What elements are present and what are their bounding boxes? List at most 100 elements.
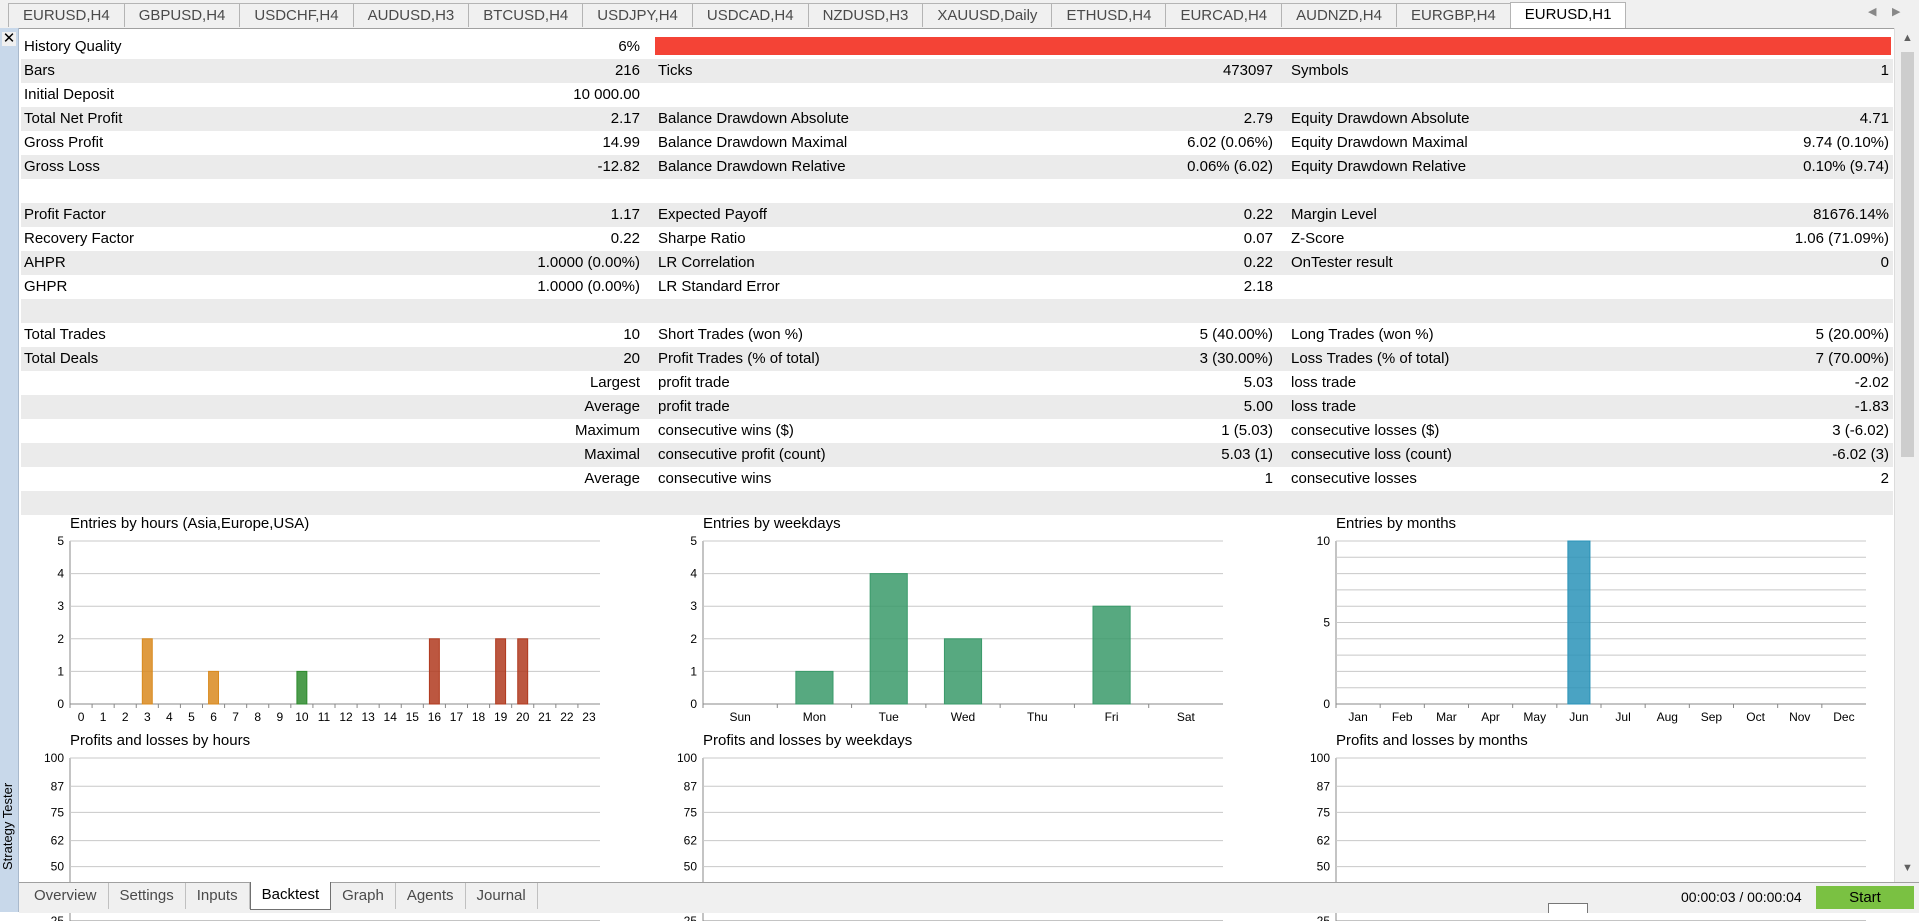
symbol-tab[interactable]: EURCAD,H4 (1165, 3, 1283, 27)
report-row: Bars 216 Ticks 473097 Symbols 1 (21, 59, 1893, 83)
bar (428, 638, 440, 705)
x-tick-label: Sep (1701, 710, 1723, 724)
label-col1: Total Net Profit (24, 110, 123, 127)
bar (296, 670, 308, 705)
chart-2: Entries by months 0 5 10 Jan Feb Mar Apr May Jun J… (1317, 515, 1866, 724)
value-col2: 0.22 (1243, 254, 1273, 271)
label-col3: Equity Drawdown Maximal (1291, 134, 1468, 151)
value-col3: 4.71 (1859, 110, 1889, 127)
y-tick-label: 2 (57, 632, 64, 646)
bar (208, 670, 220, 705)
value-col1: 14.99 (602, 134, 640, 151)
chevron-left-icon[interactable]: ◀ (1868, 6, 1877, 18)
value-col2: 0.06% (6.02) (1187, 158, 1273, 175)
tab-overview[interactable]: Overview (23, 883, 109, 909)
label-col3: loss trade (1291, 398, 1357, 415)
x-tick-label: 10 (295, 710, 309, 724)
symbol-tab[interactable]: AUDNZD,H4 (1281, 3, 1397, 27)
x-tick-label: Thu (1027, 710, 1048, 724)
x-tick-label: Tue (879, 710, 900, 724)
tab-agents[interactable]: Agents (396, 883, 466, 909)
symbol-tab[interactable]: XAUUSD,Daily (922, 3, 1053, 27)
chevron-right-icon[interactable]: ▶ (1892, 6, 1901, 18)
x-tick-label: May (1523, 710, 1546, 724)
label-col1: GHPR (24, 278, 68, 295)
value-col2: 0.07 (1243, 230, 1273, 247)
value-col2: 473097 (1222, 62, 1273, 79)
label-col1: Total Deals (24, 350, 99, 367)
bar (869, 573, 908, 705)
history-quality-bar (655, 37, 1891, 55)
start-button[interactable]: Start (1816, 886, 1914, 909)
label-col2: LR Correlation (658, 254, 755, 271)
report-row: Profit Factor 1.17 Expected Payoff 0.22 Marg… (21, 203, 1893, 227)
symbol-tab[interactable]: GBPUSD,H4 (123, 3, 241, 27)
report-row: Total Net Profit 2.17 Balance Drawdown Abs… (21, 107, 1893, 131)
x-tick-label: 16 (428, 710, 442, 724)
x-tick-label: Oct (1746, 710, 1765, 724)
label-col3: Z-Score (1291, 230, 1345, 247)
report-separator (21, 491, 1893, 515)
y-tick-label: 0 (57, 697, 64, 711)
backtest-report: History Quality 6% Bars 216 Ticks 473097 Sym… (21, 35, 1893, 515)
label-col3: consecutive losses (1291, 470, 1417, 487)
symbol-tab[interactable]: NZDUSD,H3 (807, 3, 924, 27)
y-tick-label: 100 (44, 751, 64, 765)
chart-title: Entries by weekdays (703, 515, 841, 532)
value-col3: 0 (1880, 254, 1889, 271)
value-col3: -1.83 (1854, 398, 1889, 415)
y-tick-label: 50 (51, 860, 65, 874)
bar (517, 638, 529, 705)
value-col2: 5.03 (1243, 374, 1273, 391)
y-tick-label: 5 (690, 534, 697, 548)
y-tick-label: 75 (51, 805, 65, 819)
tab-settings[interactable]: Settings (109, 883, 186, 909)
symbol-tab[interactable]: ETHUSD,H4 (1051, 3, 1167, 27)
chart-title: Profits and losses by hours (70, 732, 251, 749)
scrollbar-thumb[interactable] (1901, 52, 1914, 457)
chart-1: Entries by weekdays 0 1 2 3 4 5 Sun Mon Tue Wed Thu… (690, 515, 1223, 724)
symbol-tab[interactable]: USDCAD,H4 (691, 3, 809, 27)
y-tick-label: 87 (684, 779, 698, 793)
y-tick-label: 1 (57, 664, 64, 678)
y-tick-label: 5 (57, 534, 64, 548)
y-tick-label: 4 (57, 567, 64, 581)
tab-backtest[interactable]: Backtest (249, 882, 332, 910)
y-tick-label: 62 (1317, 834, 1331, 848)
x-tick-label: 7 (232, 710, 239, 724)
label-col3: Symbols (1291, 62, 1349, 79)
symbol-tab[interactable]: BTCUSD,H4 (468, 3, 584, 27)
symbol-tab[interactable]: EURUSD,H1 (1509, 2, 1627, 28)
y-tick-label: 87 (51, 779, 65, 793)
chart-plot: 0 5 10 Jan Feb Mar Apr May Jun Jul Aug Sep Oct Nov Dec (1317, 534, 1866, 724)
x-tick-label: Sat (1177, 710, 1196, 724)
scroll-down-icon[interactable]: ▼ (1902, 862, 1913, 874)
x-tick-label: 6 (210, 710, 217, 724)
x-tick-label: Wed (951, 710, 975, 724)
tab-journal[interactable]: Journal (466, 883, 538, 909)
value-col3: -2.02 (1854, 374, 1889, 391)
value-col2: 1 (5.03) (1221, 422, 1273, 439)
y-tick-label: 50 (684, 860, 698, 874)
label-col1: Recovery Factor (24, 230, 135, 247)
label-col2: Balance Drawdown Relative (658, 158, 846, 175)
symbol-tab[interactable]: USDJPY,H4 (582, 3, 693, 27)
report-row: Recovery Factor 0.22 Sharpe Ratio 0.07 Z-Sco… (21, 227, 1893, 251)
close-icon[interactable]: ✕ (2, 30, 16, 47)
tester-bottom-bar: Overview Settings Inputs Backtest Graph Agent… (19, 882, 1919, 913)
tab-graph[interactable]: Graph (331, 883, 396, 909)
vertical-scrollbar[interactable]: ▲ ▼ (1894, 28, 1919, 882)
symbol-tab[interactable]: EURGBP,H4 (1395, 3, 1511, 27)
symbol-tab[interactable]: EURUSD,H4 (8, 3, 125, 27)
tab-inputs[interactable]: Inputs (186, 883, 250, 909)
x-tick-label: Mar (1436, 710, 1457, 724)
bar (1567, 540, 1591, 705)
y-tick-label: 100 (677, 751, 697, 765)
report-row: GHPR 1.0000 (0.00%) LR Standard Error 2.18 (21, 275, 1893, 299)
symbol-tab[interactable]: USDCHF,H4 (239, 3, 354, 27)
label-col2: consecutive wins (658, 470, 772, 487)
y-tick-label: 25 (684, 914, 698, 921)
scroll-up-icon[interactable]: ▲ (1902, 32, 1913, 44)
symbol-tab[interactable]: AUDUSD,H3 (352, 3, 470, 27)
report-row: Initial Deposit 10 000.00 (21, 83, 1893, 107)
